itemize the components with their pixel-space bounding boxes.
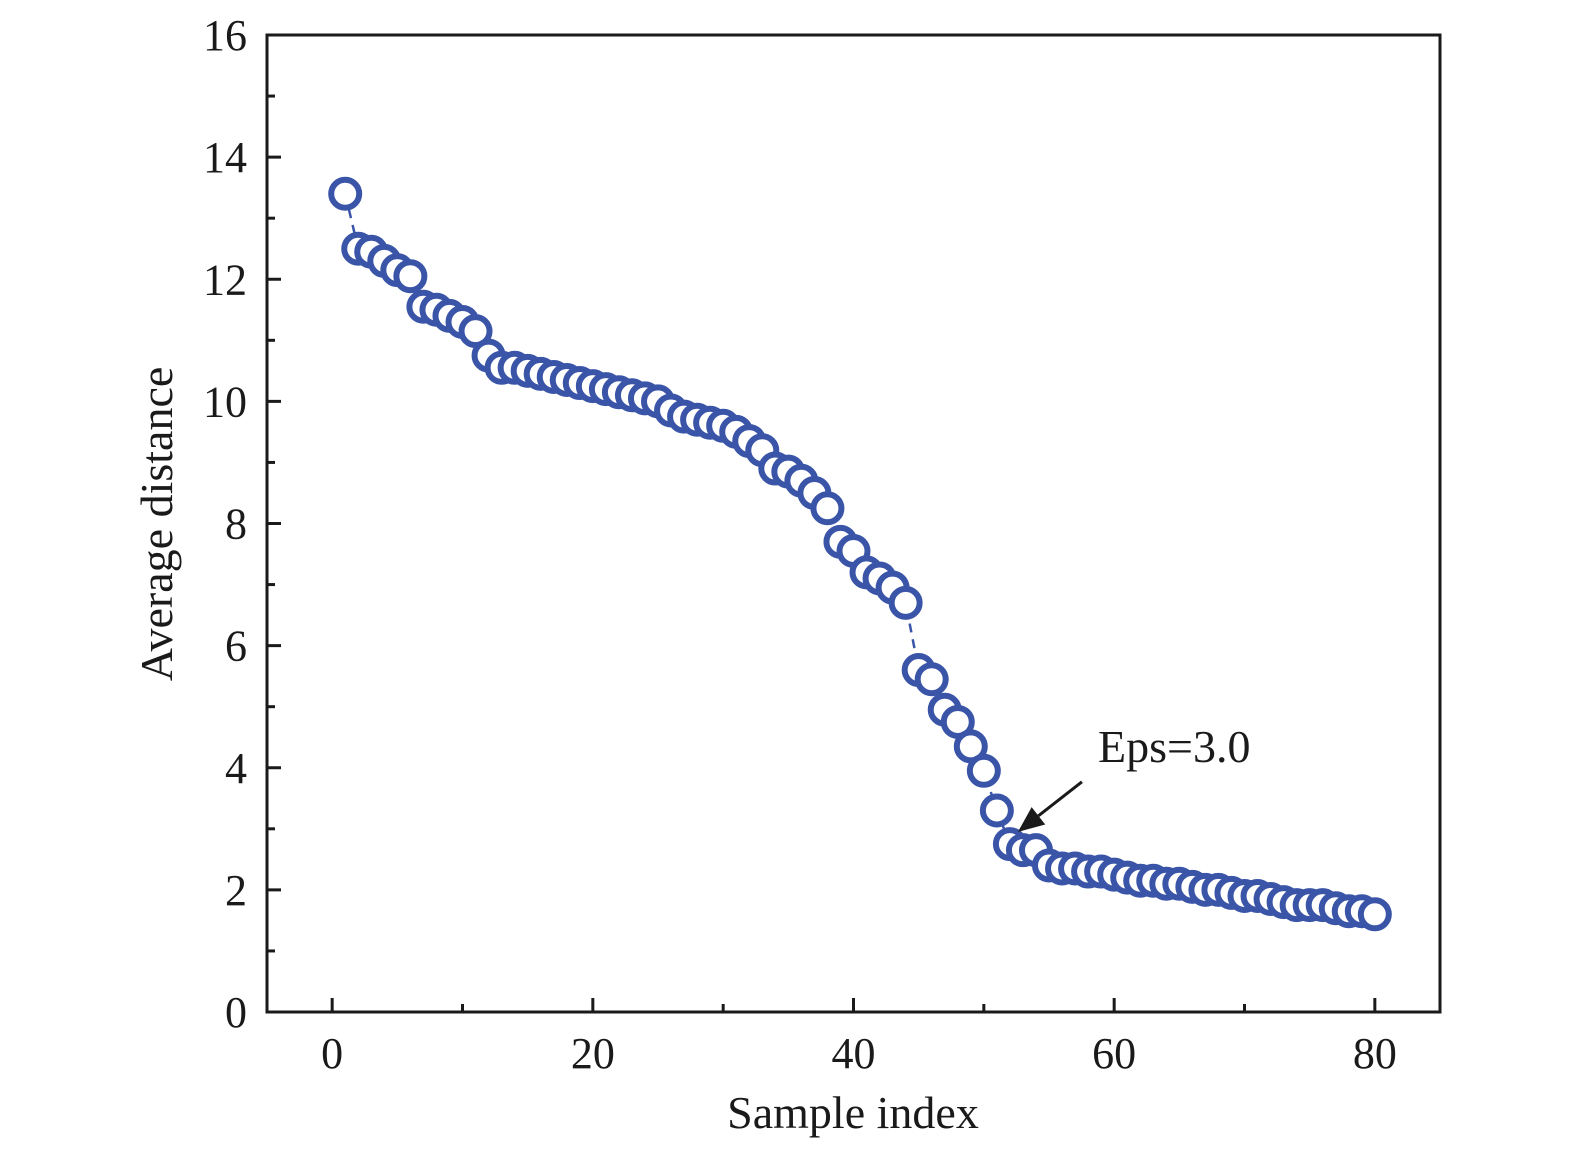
y-tick-label: 14 xyxy=(203,133,247,182)
annotation-text: Eps=3.0 xyxy=(1098,721,1250,772)
y-axis-title: Average distance xyxy=(131,367,182,682)
y-tick-label: 0 xyxy=(225,988,247,1037)
x-tick-label: 80 xyxy=(1353,1029,1397,1078)
y-tick-label: 4 xyxy=(225,744,247,793)
data-point xyxy=(810,491,845,526)
x-tick-label: 20 xyxy=(571,1029,615,1078)
y-tick-label: 10 xyxy=(203,377,247,426)
data-point xyxy=(966,753,1001,788)
y-tick-label: 12 xyxy=(203,255,247,304)
annotation-arrow-line xyxy=(1037,780,1083,817)
x-axis-title: Sample index xyxy=(727,1087,979,1138)
y-tick-label: 16 xyxy=(203,11,247,60)
data-point xyxy=(979,793,1014,828)
x-tick-label: 40 xyxy=(832,1029,876,1078)
data-point xyxy=(888,585,923,620)
x-axis: 0 20 40 60 80 xyxy=(321,998,1397,1078)
x-tick-label: 0 xyxy=(321,1029,343,1078)
data-points xyxy=(328,176,1392,932)
y-tick-label: 2 xyxy=(225,866,247,915)
y-tick-label: 6 xyxy=(225,622,247,671)
annotation-arrow-head xyxy=(1017,807,1046,832)
data-point xyxy=(1357,897,1392,932)
data-point xyxy=(914,662,949,697)
data-point xyxy=(393,259,428,294)
y-axis: 0 2 4 6 8 10 12 14 16 xyxy=(203,11,281,1037)
x-tick-label: 60 xyxy=(1092,1029,1136,1078)
y-tick-label: 8 xyxy=(225,500,247,549)
annotation: Eps=3.0 xyxy=(1017,721,1250,832)
plot-frame xyxy=(265,33,1442,1014)
data-point xyxy=(328,176,363,211)
